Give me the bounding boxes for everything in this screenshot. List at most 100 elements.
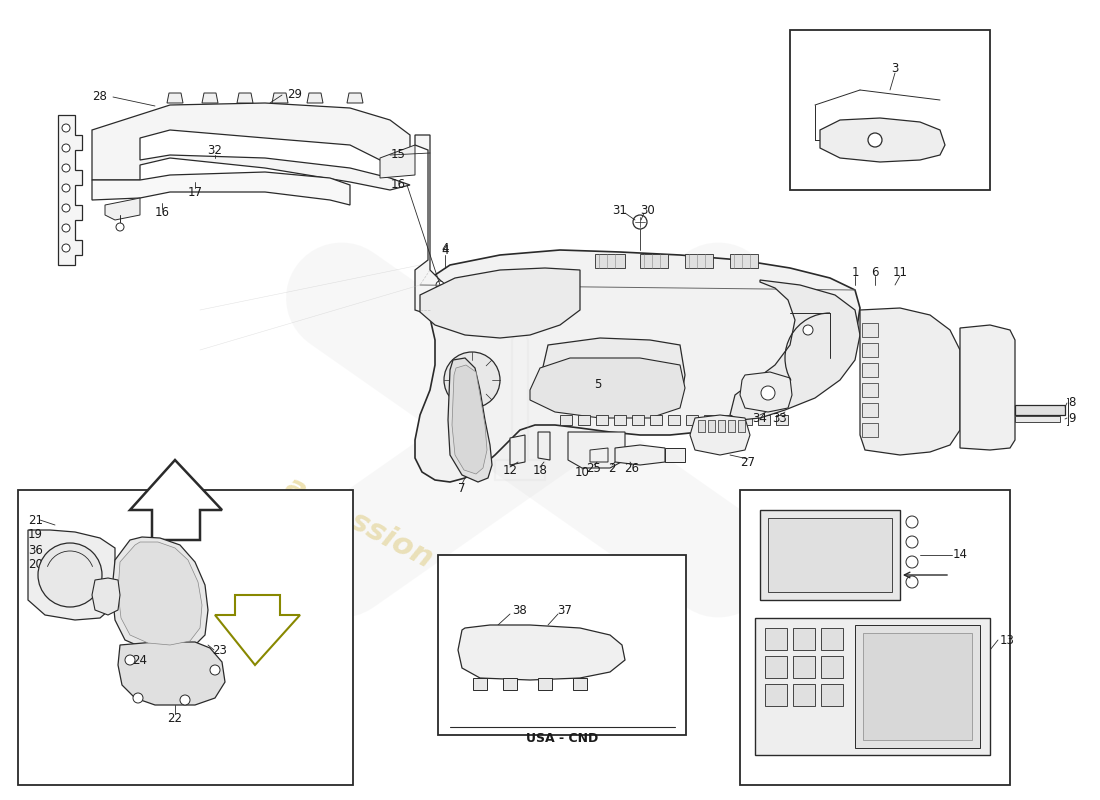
Polygon shape (768, 518, 892, 592)
Polygon shape (738, 420, 745, 432)
Polygon shape (960, 325, 1015, 450)
Polygon shape (862, 383, 878, 397)
Polygon shape (214, 595, 300, 665)
Text: 29: 29 (287, 89, 303, 102)
Polygon shape (686, 415, 698, 425)
Polygon shape (568, 432, 625, 468)
Polygon shape (510, 435, 525, 465)
Polygon shape (632, 415, 644, 425)
Polygon shape (764, 684, 786, 706)
Polygon shape (503, 678, 517, 690)
Text: 18: 18 (532, 463, 548, 477)
Polygon shape (202, 93, 218, 103)
Circle shape (125, 655, 135, 665)
Polygon shape (764, 628, 786, 650)
Polygon shape (420, 268, 580, 338)
Polygon shape (698, 420, 705, 432)
Polygon shape (112, 537, 208, 652)
Polygon shape (415, 250, 860, 482)
Circle shape (62, 224, 70, 232)
Text: 13: 13 (1000, 634, 1015, 646)
Polygon shape (862, 343, 878, 357)
Polygon shape (730, 280, 860, 420)
FancyBboxPatch shape (18, 490, 353, 785)
Text: 30: 30 (640, 203, 656, 217)
Polygon shape (614, 415, 626, 425)
Polygon shape (704, 415, 716, 425)
Text: 25: 25 (586, 462, 602, 474)
Text: 26: 26 (625, 462, 639, 474)
Text: 37: 37 (558, 603, 572, 617)
Polygon shape (118, 542, 202, 645)
Text: 23: 23 (212, 643, 228, 657)
Polygon shape (685, 254, 713, 268)
Text: 31: 31 (613, 203, 627, 217)
Text: 36: 36 (28, 543, 43, 557)
Text: 2: 2 (608, 462, 616, 474)
FancyBboxPatch shape (790, 30, 990, 190)
Circle shape (906, 516, 918, 528)
Polygon shape (758, 415, 770, 425)
Polygon shape (415, 135, 446, 315)
Polygon shape (448, 358, 492, 482)
Circle shape (868, 133, 882, 147)
Circle shape (39, 543, 102, 607)
Polygon shape (458, 625, 625, 680)
Polygon shape (821, 628, 843, 650)
Text: 15: 15 (390, 149, 406, 162)
Polygon shape (1015, 416, 1060, 422)
Polygon shape (530, 358, 685, 418)
Circle shape (180, 695, 190, 705)
Text: 22: 22 (167, 711, 183, 725)
Polygon shape (793, 656, 815, 678)
Polygon shape (668, 415, 680, 425)
Text: 16: 16 (390, 178, 406, 191)
Polygon shape (118, 642, 226, 705)
Polygon shape (764, 656, 786, 678)
Polygon shape (92, 578, 120, 615)
Polygon shape (755, 618, 990, 755)
Polygon shape (640, 254, 668, 268)
Polygon shape (740, 372, 792, 412)
Polygon shape (740, 415, 752, 425)
Polygon shape (272, 93, 288, 103)
Polygon shape (379, 145, 415, 178)
Text: 27: 27 (740, 455, 756, 469)
Polygon shape (578, 415, 590, 425)
Text: 8: 8 (1068, 397, 1076, 410)
Polygon shape (860, 308, 960, 455)
Circle shape (803, 325, 813, 335)
Text: a passion for parts: a passion for parts (280, 471, 580, 649)
Polygon shape (862, 403, 878, 417)
Polygon shape (615, 445, 666, 465)
Text: 38: 38 (513, 603, 527, 617)
Polygon shape (1015, 405, 1065, 415)
Circle shape (62, 124, 70, 132)
Polygon shape (595, 254, 625, 268)
Polygon shape (722, 415, 734, 425)
Polygon shape (730, 254, 758, 268)
Circle shape (62, 184, 70, 192)
Polygon shape (452, 365, 487, 474)
Polygon shape (821, 684, 843, 706)
Circle shape (133, 693, 143, 703)
Polygon shape (793, 684, 815, 706)
Polygon shape (560, 415, 572, 425)
Polygon shape (708, 420, 715, 432)
Circle shape (62, 244, 70, 252)
Polygon shape (92, 103, 410, 190)
Polygon shape (167, 93, 183, 103)
Polygon shape (346, 93, 363, 103)
Polygon shape (236, 93, 253, 103)
FancyBboxPatch shape (740, 490, 1010, 785)
Polygon shape (573, 678, 587, 690)
Circle shape (116, 223, 124, 231)
Polygon shape (728, 420, 735, 432)
Polygon shape (650, 415, 662, 425)
FancyBboxPatch shape (438, 555, 686, 735)
Circle shape (632, 215, 647, 229)
Text: 19: 19 (28, 529, 43, 542)
Circle shape (62, 164, 70, 172)
Text: 24: 24 (132, 654, 147, 666)
Polygon shape (596, 415, 608, 425)
